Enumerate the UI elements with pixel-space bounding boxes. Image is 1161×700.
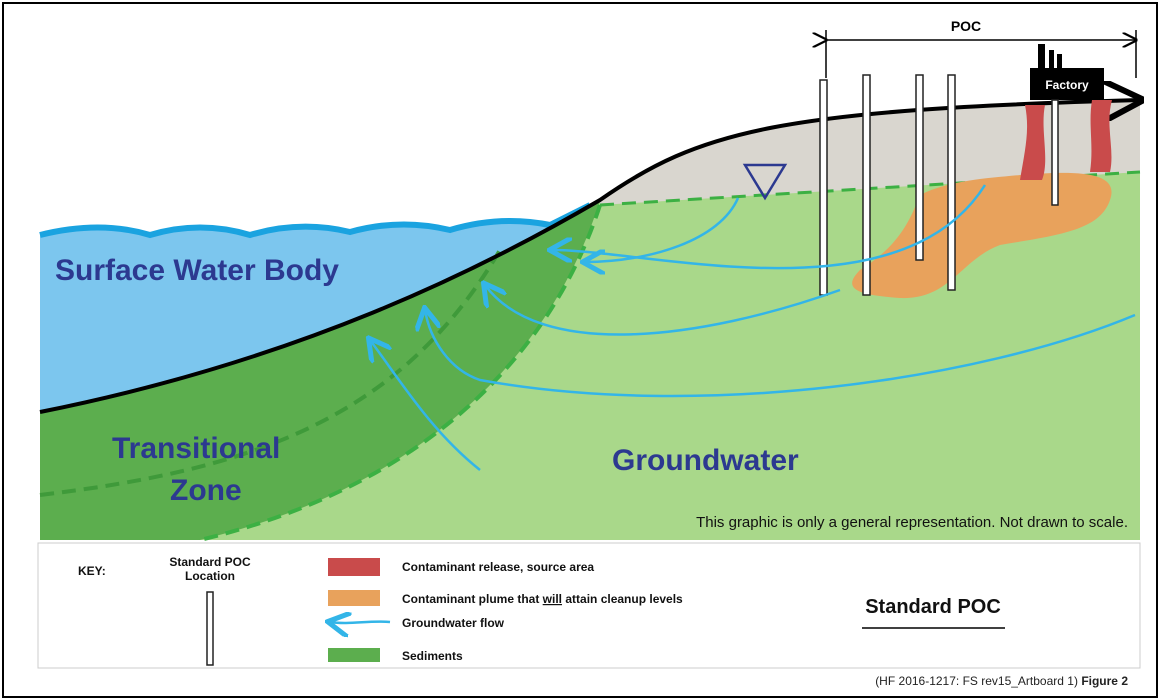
key-flow-label: Groundwater flow: [402, 616, 505, 630]
chimney: [1057, 54, 1062, 68]
water-table-symbol: [742, 163, 788, 201]
key-well-label: Location: [185, 569, 235, 583]
surface-water: [40, 205, 590, 412]
well: [819, 79, 828, 296]
factory-label: Factory: [1045, 78, 1089, 92]
transitional-label: Zone: [170, 474, 242, 507]
well: [947, 74, 956, 291]
key-swatch-plume: [328, 590, 380, 606]
text-part: Figure 2: [1081, 674, 1128, 688]
factory: [1030, 68, 1104, 100]
footer: (HF 2016-1217: FS rev15_Artboard 1) Figu…: [875, 674, 1128, 688]
key-swatch-sediments: [328, 648, 380, 662]
flow-arrow: [552, 184, 987, 270]
scenario-title: Standard POC: [865, 596, 1001, 618]
key-well: [206, 591, 214, 666]
key-flow: [330, 622, 391, 623]
key-sediments: Sediments: [402, 649, 463, 663]
text-part: (HF 2016-1217: FS rev15_Artboard 1): [875, 674, 1078, 688]
well: [1051, 99, 1059, 206]
key-swatch-source: [328, 558, 380, 576]
flow-arrow: [585, 197, 740, 262]
key-box: [37, 542, 1141, 669]
transitional-boundary: [199, 204, 602, 542]
well: [862, 74, 871, 296]
text-part: attain cleanup levels: [562, 592, 683, 606]
water-surface: [39, 202, 592, 239]
chimney: [1038, 44, 1045, 68]
sediment-boundary: [39, 248, 502, 497]
text-part: Contaminant plume that: [402, 592, 543, 606]
well: [915, 74, 924, 261]
chimney: [1049, 50, 1054, 68]
key-source: Contaminant release, source area: [402, 560, 594, 574]
text-part: will: [542, 592, 562, 606]
transitional-zone: [40, 200, 600, 540]
key-well-label: Standard POC: [169, 555, 251, 569]
poc-label: POC: [951, 18, 981, 34]
transitional-label: Transitional: [112, 432, 280, 465]
source-area: [1020, 105, 1046, 180]
note: This graphic is only a general represent…: [696, 514, 1128, 531]
flow-arrow: [485, 285, 841, 336]
key-plume: Contaminant plume that will attain clean…: [402, 592, 683, 606]
flow-arrow: [370, 340, 481, 471]
key-title: KEY:: [78, 564, 106, 578]
source-area: [1090, 100, 1112, 172]
flow-arrow: [425, 310, 1136, 398]
groundwater-label: Groundwater: [612, 444, 799, 477]
surface-water-label: Surface Water Body: [55, 254, 339, 287]
